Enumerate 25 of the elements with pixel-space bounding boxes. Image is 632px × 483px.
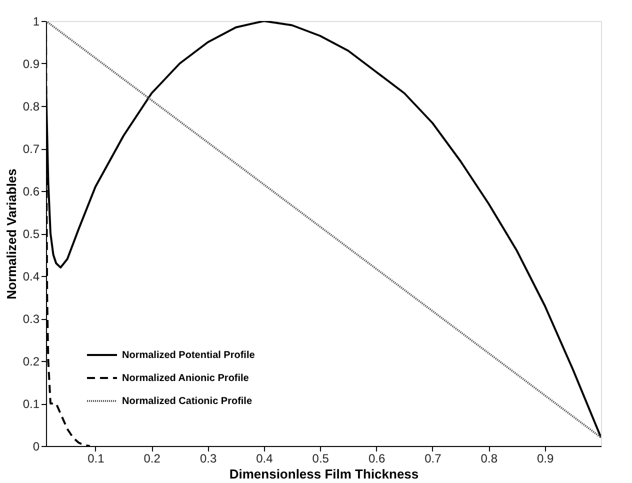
y-tick-label: 0.3 — [22, 312, 40, 326]
y-tick-label: 0.9 — [22, 57, 40, 71]
x-tick-label: 0.9 — [536, 452, 554, 466]
x-tick-label: 0.3 — [200, 452, 217, 466]
legend-label: Normalized Anionic Profile — [122, 373, 250, 384]
x-tick-label: 0.8 — [480, 452, 498, 466]
x-tick-label: 0.4 — [256, 452, 274, 466]
y-axis-title: Normalized Variables — [4, 168, 19, 300]
y-tick-label: 0.5 — [22, 227, 40, 241]
y-tick-label: 1 — [32, 14, 40, 28]
legend-label: Normalized Potential Profile — [122, 350, 256, 361]
y-tick-label: 0 — [32, 440, 40, 454]
y-tick-label: 0.2 — [22, 354, 40, 368]
y-tick-label: 0.4 — [22, 270, 40, 284]
x-tick-label: 0.1 — [88, 452, 105, 466]
y-tick-label: 0.7 — [22, 142, 40, 156]
x-tick-label: 0.5 — [312, 452, 330, 466]
x-tick-label: 0.2 — [144, 452, 161, 466]
y-tick-label: 0.8 — [22, 100, 40, 114]
legend-label: Normalized Cationic Profile — [122, 396, 252, 407]
y-tick-label: 0.6 — [22, 184, 40, 198]
x-axis-title: Dimensionless Film Thickness — [229, 466, 419, 482]
x-tick-label: 0.7 — [424, 452, 442, 466]
y-tick-label: 0.1 — [22, 397, 40, 411]
x-tick-label: 0.6 — [368, 452, 386, 466]
